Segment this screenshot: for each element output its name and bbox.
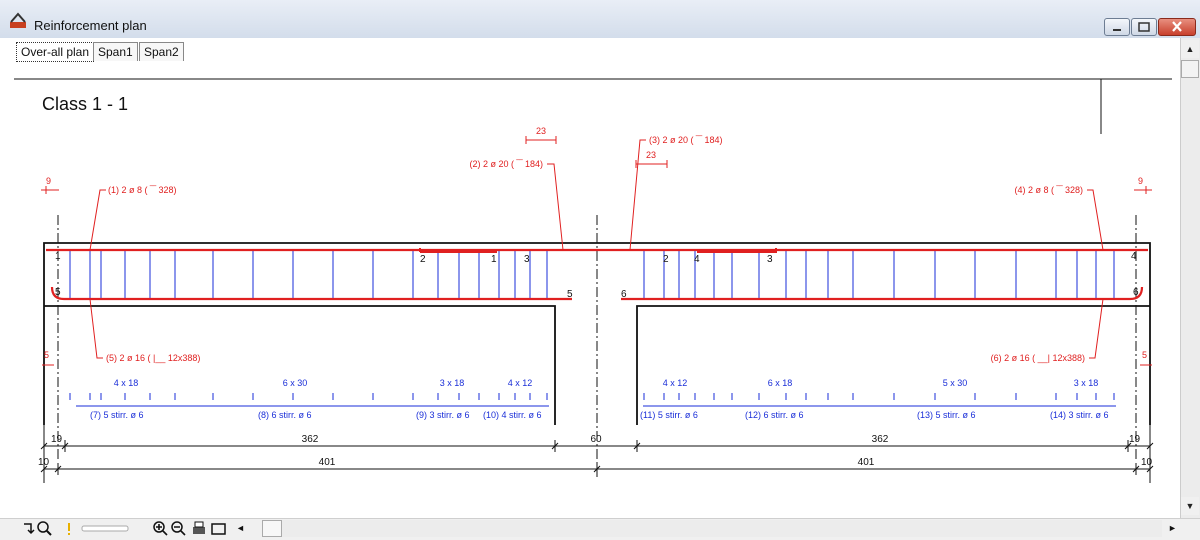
scroll-left-button[interactable]: ◄ xyxy=(236,523,245,533)
minimize-icon xyxy=(1113,29,1121,31)
vertical-scrollbar[interactable] xyxy=(1180,38,1200,518)
minimize-button[interactable] xyxy=(1104,18,1130,36)
stirrup-spacing: 3 x 18 xyxy=(1074,378,1099,388)
dimension-label: 401 xyxy=(319,457,336,468)
stirrup-label: (9) 3 stirr. ø 6 xyxy=(416,410,470,420)
stirrup-label: (8) 6 stirr. ø 6 xyxy=(258,410,312,420)
rebar-lines xyxy=(46,248,1148,301)
bar-leaders xyxy=(41,136,1152,366)
dimension-label: 10 xyxy=(38,457,50,468)
anchor-length-bar-2: 23 xyxy=(536,126,546,136)
close-icon xyxy=(1172,21,1182,32)
section-mark: 4 xyxy=(1131,251,1137,262)
zoom-out-icon[interactable] xyxy=(170,520,187,537)
maximize-button[interactable] xyxy=(1131,18,1157,36)
bar-label-2: (2) 2 ø 20 ( ‾‾ 184) xyxy=(469,159,543,169)
section-mark: 5 xyxy=(55,287,61,298)
window-title: Reinforcement plan xyxy=(34,18,147,33)
stirrup-label: (11) 5 stirr. ø 6 xyxy=(640,410,698,420)
dimension-label: 10 xyxy=(1141,457,1153,468)
tab-span1[interactable]: Span1 xyxy=(93,42,138,61)
bar-5-line xyxy=(50,286,572,301)
bar-label-6: (6) 2 ø 16 ( __| 12x388) xyxy=(991,353,1085,363)
zoom-fit-icon[interactable] xyxy=(36,520,53,537)
section-mark: 4 xyxy=(694,254,700,265)
stirrup-label: (12) 6 stirr. ø 6 xyxy=(745,410,804,420)
print-icon[interactable] xyxy=(190,520,208,537)
anchor-length-right: 9 xyxy=(1138,176,1143,186)
reinforcement-drawing: .red{stroke:#e02020;fill:none;} .blue{st… xyxy=(14,78,1172,483)
dimension-label: 19 xyxy=(51,434,63,445)
bar-label-3: (3) 2 ø 20 ( ‾‾ 184) xyxy=(649,135,723,145)
anchor-length-bottom-right: 5 xyxy=(1142,350,1147,360)
section-mark: 5 xyxy=(567,289,573,300)
rotate-icon[interactable] xyxy=(20,520,36,537)
stirrup-label: (14) 3 stirr. ø 6 xyxy=(1050,410,1109,420)
tab-bar xyxy=(0,38,1180,64)
section-mark: 1 xyxy=(491,254,497,265)
stirrup-spacing: 5 x 30 xyxy=(943,378,968,388)
warning-icon[interactable] xyxy=(64,520,74,537)
beam-outline xyxy=(43,215,1151,480)
bar-3-line xyxy=(697,248,777,253)
dimension-label: 19 xyxy=(1129,434,1141,445)
stirrup-spacing: 4 x 12 xyxy=(508,378,533,388)
bar-label-5: (5) 2 ø 16 ( |__ 12x388) xyxy=(106,353,200,363)
dimension-label: 60 xyxy=(590,434,602,445)
stirrup-spacing: 4 x 12 xyxy=(663,378,688,388)
dimension-lines xyxy=(40,425,1154,483)
scroll-right-button[interactable]: ► xyxy=(1168,523,1177,533)
dimension-label: 362 xyxy=(872,434,889,445)
section-mark: 3 xyxy=(767,254,773,265)
tab-over-all-plan[interactable]: Over-all plan xyxy=(16,42,95,62)
stirrup-rulers xyxy=(69,393,1116,407)
section-mark: 2 xyxy=(420,254,426,265)
section-mark: 6 xyxy=(1133,287,1139,298)
section-mark: 2 xyxy=(663,254,669,265)
stirrup-lines xyxy=(69,250,1115,299)
scroll-down-button[interactable]: ▼ xyxy=(1181,497,1199,515)
anchor-length-bottom-left: 5 xyxy=(44,350,49,360)
section-mark: 3 xyxy=(524,254,530,265)
scroll-up-button[interactable]: ▲ xyxy=(1181,40,1199,58)
stirrup-spacing: 6 x 18 xyxy=(768,378,793,388)
stirrup-spacing: 6 x 30 xyxy=(283,378,308,388)
stirrup-label: (7) 5 stirr. ø 6 xyxy=(90,410,144,420)
stirrup-spacing: 3 x 18 xyxy=(440,378,465,388)
app-icon xyxy=(10,12,26,28)
bar-label-1: (1) 2 ø 8 ( ‾‾ 328) xyxy=(108,185,177,195)
vertical-scroll-thumb[interactable] xyxy=(1181,60,1199,78)
frame-icon[interactable] xyxy=(210,520,227,537)
stirrup-label: (10) 4 stirr. ø 6 xyxy=(483,410,542,420)
bar-6-line xyxy=(621,286,1144,301)
bar-label-4: (4) 2 ø 8 ( ‾‾ 328) xyxy=(1014,185,1083,195)
stirrup-spacing: 4 x 18 xyxy=(114,378,139,388)
close-button[interactable] xyxy=(1158,18,1196,36)
horizontal-scroll-thumb[interactable] xyxy=(262,520,282,537)
tab-span2[interactable]: Span2 xyxy=(139,42,184,61)
class-title: Class 1 - 1 xyxy=(42,94,128,114)
title-bar[interactable]: Reinforcement plan xyxy=(0,0,1200,39)
horizontal-scrollbar[interactable] xyxy=(262,520,1162,537)
slider-icon[interactable] xyxy=(80,520,130,537)
anchor-length-bar-3: 23 xyxy=(646,150,656,160)
section-mark: 6 xyxy=(621,289,627,300)
maximize-icon xyxy=(1138,22,1150,32)
section-mark: 1 xyxy=(55,251,61,262)
stirrup-label: (13) 5 stirr. ø 6 xyxy=(917,410,976,420)
zoom-in-icon[interactable] xyxy=(152,520,169,537)
dimension-label: 401 xyxy=(858,457,875,468)
anchor-length-left: 9 xyxy=(46,176,51,186)
bar-2-line xyxy=(419,248,497,253)
dimension-label: 362 xyxy=(302,434,319,445)
